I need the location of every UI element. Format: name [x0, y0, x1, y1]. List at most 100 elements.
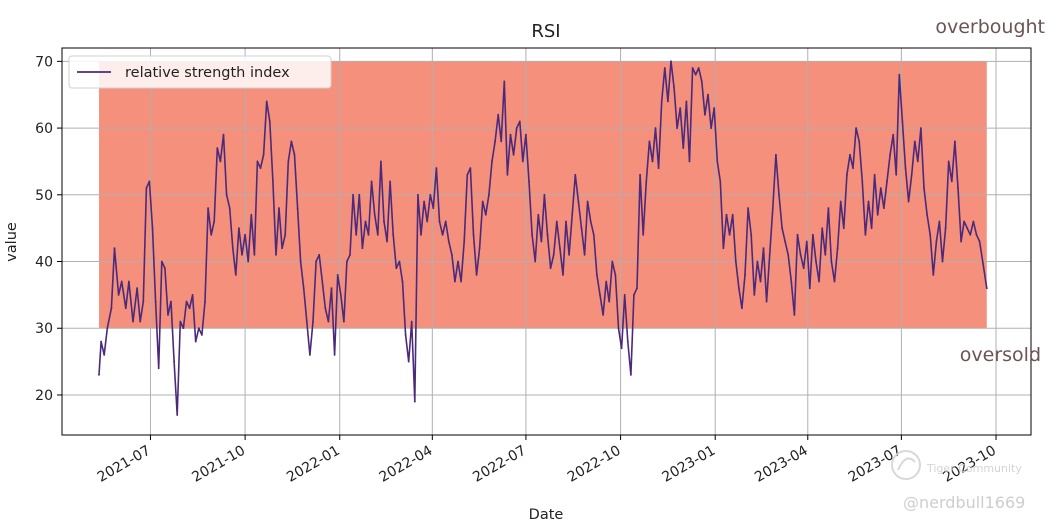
rsi-point	[432, 207, 435, 210]
rsi-point	[559, 247, 561, 250]
rsi-point	[583, 253, 586, 256]
rsi-point	[916, 160, 919, 163]
rsi-point	[500, 140, 503, 143]
rsi-point	[827, 207, 830, 210]
rsi-point	[179, 320, 182, 323]
overbought-annotation: overbought	[935, 16, 1045, 38]
rsi-point	[361, 247, 364, 250]
rsi-point	[898, 73, 901, 76]
rsi-point	[540, 240, 543, 243]
rsi-point	[367, 233, 370, 236]
rsi-point	[972, 220, 975, 223]
rsi-point	[685, 100, 688, 103]
rsi-point	[346, 260, 348, 263]
watermark-logo-stroke	[897, 457, 916, 471]
rsi-point	[985, 287, 988, 290]
rsi-point	[389, 180, 391, 183]
rsi-point	[975, 233, 978, 236]
rsi-point	[167, 314, 169, 316]
rsi-point	[537, 213, 540, 216]
rsi-point	[741, 307, 743, 310]
watermark-brand: Tiger Community	[926, 462, 1022, 475]
y-axis-label: value	[4, 222, 20, 262]
rsi-point	[633, 294, 635, 296]
rsi-point	[127, 280, 130, 283]
rsi-point	[265, 100, 268, 103]
rsi-point	[981, 260, 984, 263]
rsi-point	[309, 354, 311, 356]
rsi-point	[617, 327, 620, 330]
rsi-point	[913, 140, 916, 143]
rsi-point	[546, 233, 549, 236]
x-tick-label: 2021-10	[189, 443, 248, 486]
rsi-point	[352, 193, 354, 196]
x-tick-label: 2023-04	[752, 443, 811, 486]
rsi-point	[775, 153, 777, 156]
rsi-point	[765, 300, 768, 303]
rsi-point	[497, 113, 500, 116]
x-tick-label: 2022-04	[377, 443, 436, 486]
rsi-point	[636, 287, 638, 290]
rsi-point	[182, 327, 185, 330]
rsi-point	[830, 260, 833, 263]
rsi-point	[438, 220, 441, 223]
watermark: Tiger Community @nerdbull1669	[891, 450, 1025, 512]
rsi-point	[738, 287, 740, 290]
rsi-point	[614, 274, 617, 276]
rsi-point	[568, 253, 570, 256]
rsi-point	[602, 314, 604, 316]
rsi-point	[889, 153, 891, 156]
rsi-point	[923, 187, 925, 190]
rsi-point	[157, 367, 160, 370]
rsi-point	[120, 280, 123, 283]
rsi-point	[954, 140, 956, 143]
rsi-point	[386, 240, 388, 243]
rsi-point	[679, 107, 682, 109]
rsi-point	[969, 233, 972, 236]
y-tick-label: 70	[35, 54, 53, 70]
rsi-point	[429, 193, 432, 196]
rsi-point	[966, 227, 969, 230]
rsi-point	[867, 200, 870, 203]
rsi-point	[660, 100, 663, 103]
rsi-point	[725, 213, 728, 216]
rsi-point	[472, 233, 475, 236]
rsi-point	[173, 360, 176, 363]
rsi-point	[808, 287, 811, 290]
rsi-points	[98, 60, 988, 416]
rsi-point	[466, 173, 469, 176]
rsi-point	[296, 207, 299, 210]
rsi-point	[852, 167, 854, 170]
rsi-point	[124, 307, 127, 310]
rsi-point	[552, 253, 555, 256]
rsi-point	[244, 233, 247, 236]
rsi-point	[160, 260, 163, 263]
rsi-point	[620, 347, 623, 350]
rsi-point	[312, 320, 314, 323]
rsi-point	[768, 253, 771, 256]
rsi-point	[824, 253, 827, 256]
rsi-point	[164, 267, 166, 270]
rsi-point	[253, 253, 256, 256]
rsi-point	[148, 180, 151, 183]
rsi-point	[343, 320, 345, 323]
rsi-point	[151, 227, 154, 230]
rsi-point	[222, 133, 225, 136]
rsi-point	[491, 160, 493, 163]
rsi-point	[176, 414, 179, 416]
rsi-point	[756, 260, 759, 263]
rsi-point	[383, 220, 385, 223]
rsi-point	[256, 160, 259, 163]
watermark-logo-icon	[891, 450, 921, 480]
rsi-point	[321, 280, 324, 283]
x-tick-label: 2022-07	[470, 443, 529, 486]
rsi-point	[713, 107, 716, 109]
rsi-point	[330, 287, 333, 290]
rsi-point	[645, 180, 648, 183]
rsi-point	[947, 160, 950, 163]
rsi-point	[688, 160, 691, 163]
rsi-point	[642, 233, 645, 236]
rsi-point	[454, 280, 456, 283]
rsi-point	[278, 207, 280, 210]
